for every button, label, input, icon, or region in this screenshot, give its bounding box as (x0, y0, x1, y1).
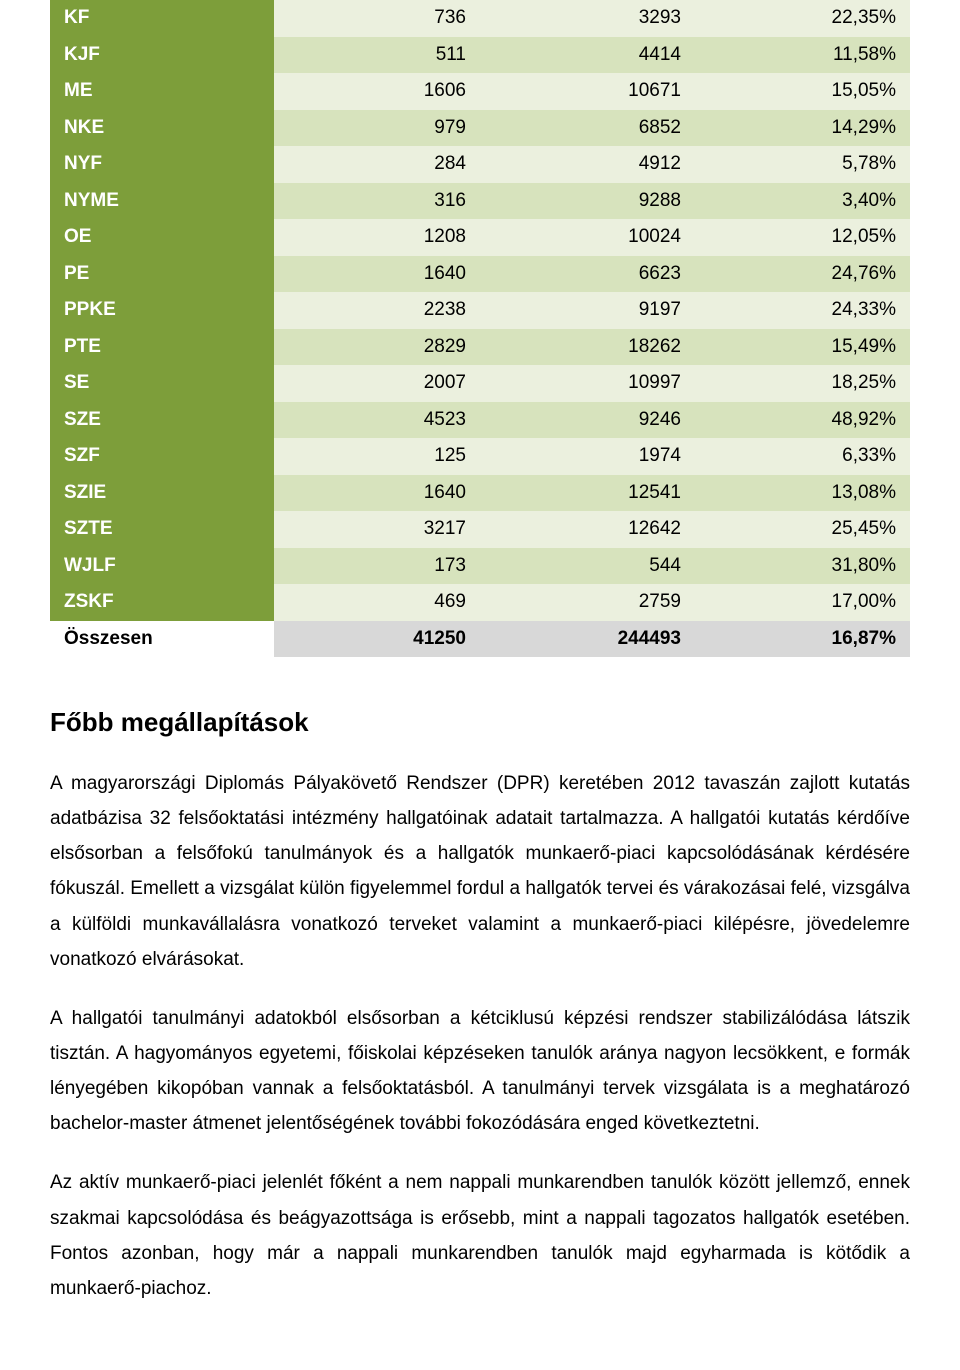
row-value: 316 (274, 183, 480, 220)
row-label: OE (50, 219, 274, 256)
row-value: 24,76% (695, 256, 910, 293)
paragraph: A hallgatói tanulmányi adatokból elsősor… (50, 1001, 910, 1142)
table-row: NYME31692883,40% (50, 183, 910, 220)
row-label: ME (50, 73, 274, 110)
row-value: 4523 (274, 402, 480, 439)
row-label: KF (50, 0, 274, 37)
row-value: 544 (480, 548, 695, 585)
row-value: 4912 (480, 146, 695, 183)
row-value: 2238 (274, 292, 480, 329)
row-value: 48,92% (695, 402, 910, 439)
table-row: SZE4523924648,92% (50, 402, 910, 439)
table-total-row: Összesen4125024449316,87% (50, 621, 910, 658)
row-value: 13,08% (695, 475, 910, 512)
row-value: 18262 (480, 329, 695, 366)
row-value: 11,58% (695, 37, 910, 74)
row-label: SZIE (50, 475, 274, 512)
row-value: 5,78% (695, 146, 910, 183)
row-label: KJF (50, 37, 274, 74)
paragraph: Az aktív munkaerő-piaci jelenlét főként … (50, 1165, 910, 1306)
row-label: SZF (50, 438, 274, 475)
row-value: 1640 (274, 475, 480, 512)
row-value: 22,35% (695, 0, 910, 37)
row-value: 3217 (274, 511, 480, 548)
table-row: SZTE32171264225,45% (50, 511, 910, 548)
row-value: 6852 (480, 110, 695, 147)
row-value: 1606 (274, 73, 480, 110)
row-value: 469 (274, 584, 480, 621)
row-value: 24,33% (695, 292, 910, 329)
paragraph: A magyarországi Diplomás Pályakövető Ren… (50, 766, 910, 977)
row-value: 1974 (480, 438, 695, 475)
table-row: ZSKF469275917,00% (50, 584, 910, 621)
row-value: 1640 (274, 256, 480, 293)
row-value: 9246 (480, 402, 695, 439)
total-value: 16,87% (695, 621, 910, 658)
row-value: 15,05% (695, 73, 910, 110)
table-row: SE20071099718,25% (50, 365, 910, 402)
row-value: 511 (274, 37, 480, 74)
row-value: 10997 (480, 365, 695, 402)
row-label: SE (50, 365, 274, 402)
row-value: 31,80% (695, 548, 910, 585)
row-value: 125 (274, 438, 480, 475)
table-row: WJLF17354431,80% (50, 548, 910, 585)
table-row: OE12081002412,05% (50, 219, 910, 256)
row-value: 4414 (480, 37, 695, 74)
row-value: 2829 (274, 329, 480, 366)
row-value: 18,25% (695, 365, 910, 402)
row-value: 10024 (480, 219, 695, 256)
row-label: PE (50, 256, 274, 293)
row-value: 1208 (274, 219, 480, 256)
row-value: 6623 (480, 256, 695, 293)
total-value: 41250 (274, 621, 480, 658)
row-label: PPKE (50, 292, 274, 329)
row-value: 12642 (480, 511, 695, 548)
row-value: 15,49% (695, 329, 910, 366)
row-value: 12541 (480, 475, 695, 512)
row-label: PTE (50, 329, 274, 366)
row-value: 2007 (274, 365, 480, 402)
row-label: SZE (50, 402, 274, 439)
table-row: PE1640662324,76% (50, 256, 910, 293)
row-label: SZTE (50, 511, 274, 548)
row-label: NYME (50, 183, 274, 220)
total-label: Összesen (50, 621, 274, 658)
row-value: 9197 (480, 292, 695, 329)
row-value: 284 (274, 146, 480, 183)
row-value: 6,33% (695, 438, 910, 475)
row-label: NYF (50, 146, 274, 183)
row-value: 10671 (480, 73, 695, 110)
row-value: 173 (274, 548, 480, 585)
table-row: NYF28449125,78% (50, 146, 910, 183)
row-value: 2759 (480, 584, 695, 621)
row-value: 12,05% (695, 219, 910, 256)
row-value: 14,29% (695, 110, 910, 147)
row-value: 25,45% (695, 511, 910, 548)
table-row: NKE979685214,29% (50, 110, 910, 147)
total-value: 244493 (480, 621, 695, 658)
row-label: NKE (50, 110, 274, 147)
table-row: KJF511441411,58% (50, 37, 910, 74)
table-row: PPKE2238919724,33% (50, 292, 910, 329)
row-value: 17,00% (695, 584, 910, 621)
row-label: ZSKF (50, 584, 274, 621)
row-label: WJLF (50, 548, 274, 585)
row-value: 3293 (480, 0, 695, 37)
table-row: SZIE16401254113,08% (50, 475, 910, 512)
row-value: 736 (274, 0, 480, 37)
data-table: KF736329322,35%KJF511441411,58%ME1606106… (50, 0, 910, 657)
section-title: Főbb megállapítások (50, 707, 910, 738)
table-row: ME16061067115,05% (50, 73, 910, 110)
table-row: SZF12519746,33% (50, 438, 910, 475)
row-value: 9288 (480, 183, 695, 220)
row-value: 979 (274, 110, 480, 147)
row-value: 3,40% (695, 183, 910, 220)
table-row: KF736329322,35% (50, 0, 910, 37)
table-row: PTE28291826215,49% (50, 329, 910, 366)
